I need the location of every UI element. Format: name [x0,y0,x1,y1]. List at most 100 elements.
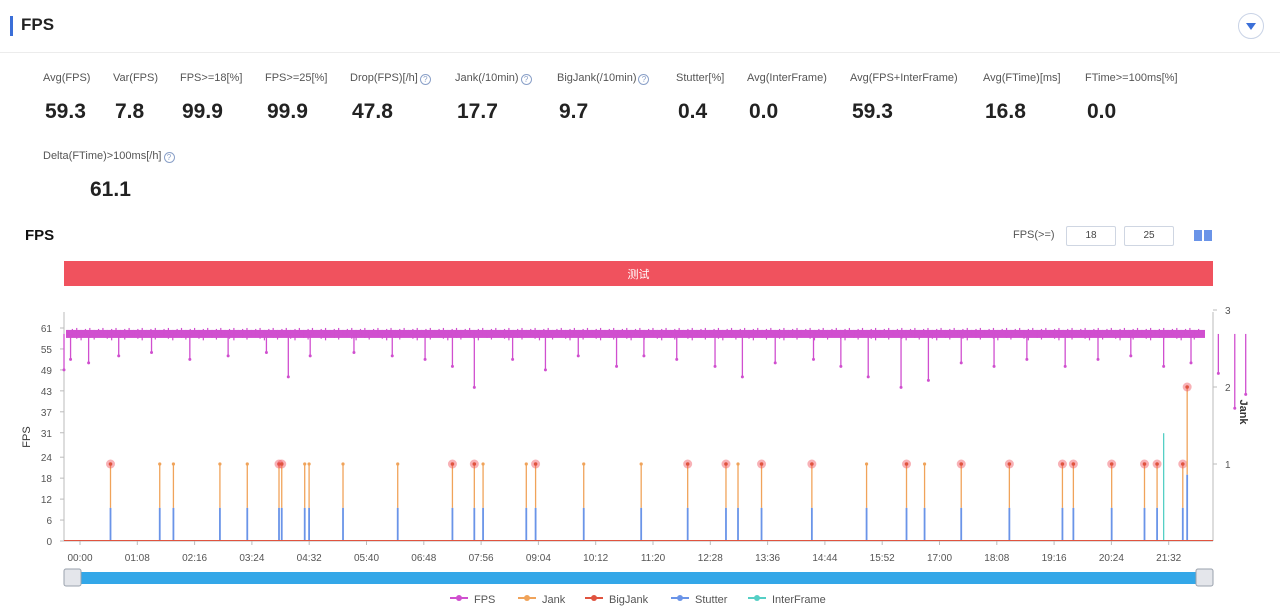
fps-dip-point [1162,364,1166,368]
y-tick-label: 0 [46,537,52,548]
fps-threshold-input-1[interactable]: 18 [1066,226,1116,246]
section-header: FPS [0,0,1280,53]
metric-9: Avg(FPS+InterFrame) 59.3 [850,72,958,124]
fps-dip-point [1129,354,1133,358]
jank-marker [396,462,400,466]
y-tick-label: 24 [41,453,53,464]
legend-item-bigjank[interactable]: BigJank [585,594,648,606]
y-tick-label: 6 [46,516,52,527]
metric-label: Jank(/10min)? [455,72,532,88]
metric-6: BigJank(/10min)? 9.7 [557,72,650,124]
fps-dip-point [576,354,580,358]
bigjank-marker-dot [1071,462,1076,466]
metric-label: FPS>=25[%] [265,72,328,84]
fps-dip-point [87,361,91,365]
fps-dip-point [352,350,356,354]
collapse-chevron-icon[interactable] [1238,13,1264,39]
legend-item-stutter[interactable]: Stutter [671,594,727,606]
fps-dip-point [899,385,903,389]
x-tick-label: 00:00 [67,553,92,564]
jank-marker [864,462,869,466]
legend-item-interframe[interactable]: InterFrame [748,594,826,606]
metric-value: 0.0 [749,100,779,123]
y-tick-label: 55 [41,345,53,356]
info-icon[interactable]: ? [520,74,532,85]
metric-label: Avg(InterFrame) [747,72,827,84]
fps-dip-point [511,357,515,361]
metric-value: 59.3 [45,100,86,123]
metric-value: 16.8 [985,100,1026,123]
metric-1: Var(FPS) 7.8 [113,72,158,124]
fps-dip-point [226,354,230,358]
legend-swatch [518,595,536,601]
fps-dip-point [992,364,996,368]
bigjank-marker-dot [1155,462,1159,466]
metric-10: Avg(FTime)[ms] 16.8 [983,72,1061,124]
bigjank-marker-dot [1109,462,1114,466]
bigjank-marker-dot [450,462,455,466]
legend-swatch [450,595,468,601]
metric-label: Avg(FPS+InterFrame) [850,72,958,84]
slider-handle-left[interactable] [63,568,82,587]
fps-dip-point [117,354,121,358]
fps-dip-point [773,361,777,365]
metric-0: Avg(FPS) 59.3 [43,72,90,124]
bigjank-marker-dot [533,462,538,466]
fps-dip-point [264,350,268,354]
fps-dip-point [1216,371,1220,375]
metric-value: 0.0 [1087,100,1117,123]
info-icon[interactable]: ? [163,152,175,163]
info-icon[interactable]: ? [419,74,431,85]
x-tick-label: 20:24 [1099,553,1124,564]
jank-marker [341,462,345,466]
metric-value: 99.9 [182,100,223,123]
time-range-slider[interactable] [68,572,1211,584]
info-icon[interactable]: ? [638,74,650,85]
bigjank-marker-dot [472,462,477,466]
y-tick-label: 18 [41,474,53,485]
x-tick-label: 19:16 [1042,553,1067,564]
y-tick-label: 61 [41,324,53,335]
chart-banner [64,261,1213,286]
metric-label: Stutter[%] [676,72,725,84]
metric-value: 99.9 [267,100,308,123]
x-tick-label: 07:56 [469,553,494,564]
jank-marker [303,462,307,466]
slider-handle-right[interactable] [1195,568,1214,587]
legend-item-jank[interactable]: Jank [518,594,565,606]
x-tick-label: 10:12 [583,553,608,564]
bigjank-marker-dot [724,462,728,466]
jank-marker [245,462,249,466]
fps-dip-point [1063,364,1067,368]
jank-marker [218,462,222,466]
fps-dip-point [615,364,619,368]
fps-dip-point [423,357,427,361]
legend-swatch [748,595,766,601]
metric-label: BigJank(/10min)? [557,72,650,88]
fps-threshold-input-2[interactable]: 25 [1124,226,1174,246]
x-tick-label: 11:20 [641,553,666,564]
fps-dip-point [839,364,843,368]
fps-dip-point [1025,357,1029,361]
x-tick-label: 12:28 [698,553,723,564]
jank-marker [158,462,162,466]
x-tick-label: 01:08 [125,553,150,564]
fps-dip-point [286,375,290,379]
chart-legend: FPS Jank BigJank Stutter InterFrame [0,594,1280,612]
y-tick-label: 37 [41,408,53,419]
chart-view-toggle-icon[interactable] [1194,230,1212,241]
bigjank-marker-dot [810,462,814,466]
jank-marker [307,462,311,466]
x-tick-label: 09:04 [526,553,551,564]
x-tick-label: 03:24 [239,553,264,564]
header-accent-bar [10,16,13,36]
legend-item-fps[interactable]: FPS [450,594,495,606]
metric-11: FTime>=100ms[%] 0.0 [1085,72,1178,124]
jank-marker [922,462,927,466]
jank-marker [639,462,643,466]
bigjank-marker-dot [277,462,281,466]
metric-5: Jank(/10min)? 17.7 [455,72,532,124]
metric-label: Delta(FTime)>100ms[/h]? [43,150,175,166]
y-tick-label: 31 [41,429,53,440]
